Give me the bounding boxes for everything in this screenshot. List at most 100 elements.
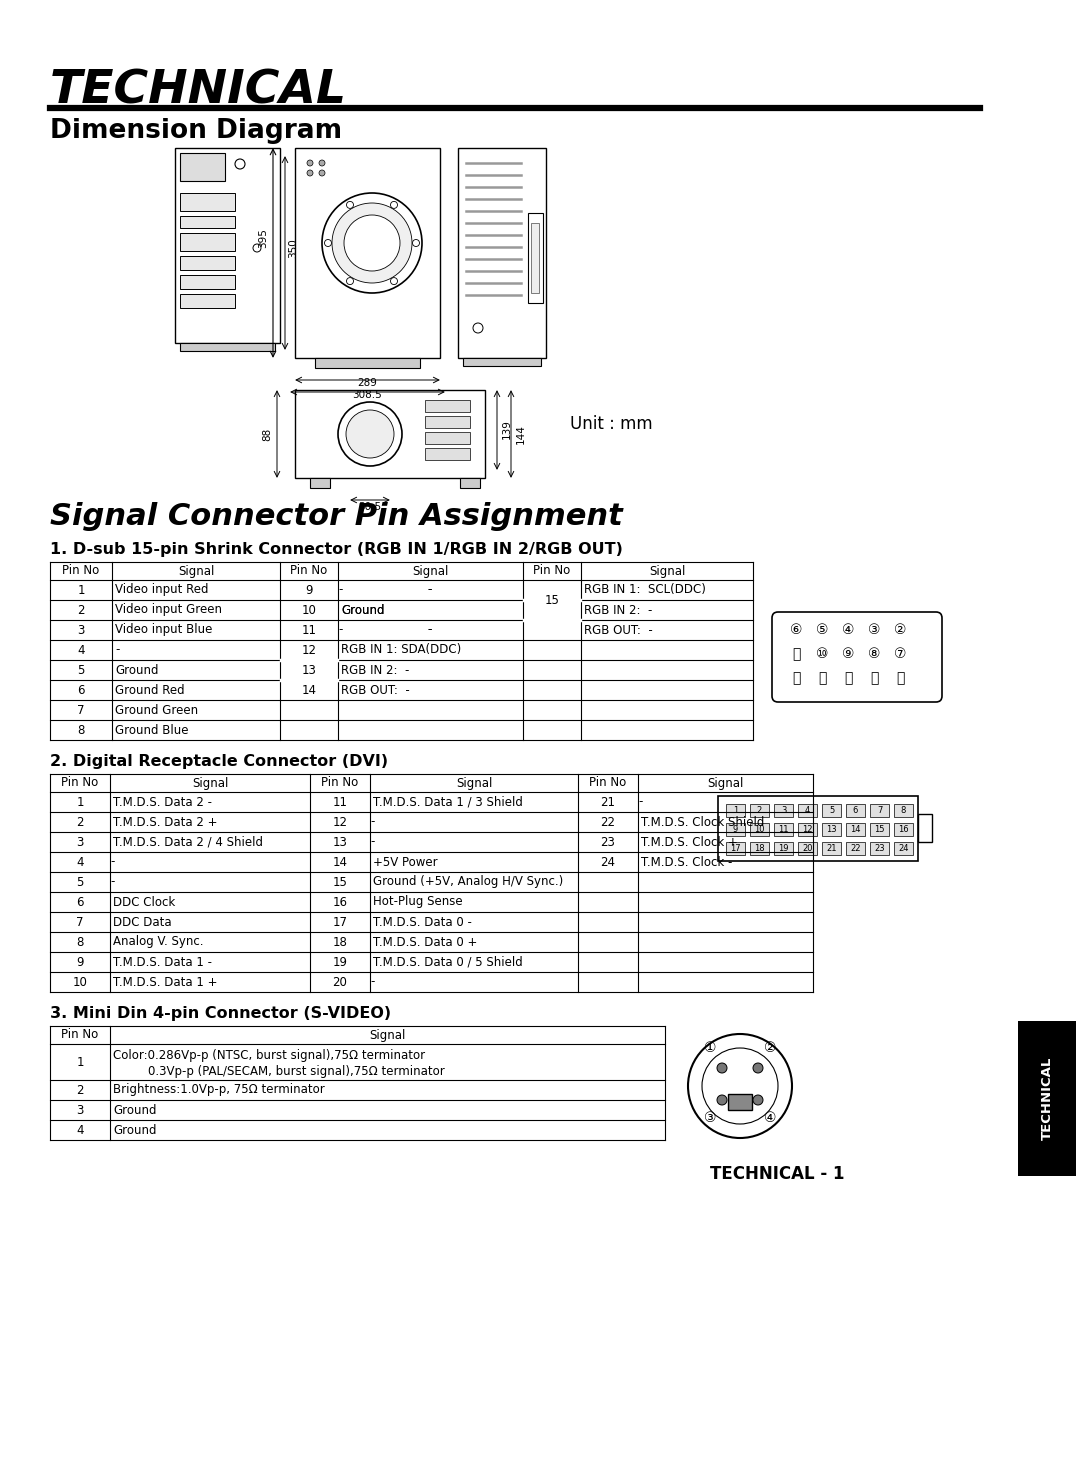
Text: -: - — [114, 644, 120, 656]
Text: 18: 18 — [754, 844, 765, 853]
Text: 350: 350 — [288, 237, 298, 258]
Circle shape — [753, 1063, 762, 1073]
Text: 12: 12 — [333, 816, 348, 828]
Text: Ground Blue: Ground Blue — [114, 724, 189, 736]
Text: Ground (+5V, Analog H/V Sync.): Ground (+5V, Analog H/V Sync.) — [373, 876, 564, 889]
Text: Signal: Signal — [456, 776, 492, 789]
Bar — [426, 448, 470, 460]
Bar — [175, 148, 280, 343]
Text: 3: 3 — [781, 806, 786, 815]
Text: 21: 21 — [826, 844, 837, 853]
Bar — [798, 824, 816, 835]
Text: 4: 4 — [77, 855, 84, 868]
Bar — [310, 478, 330, 488]
Text: Video input Green: Video input Green — [114, 604, 222, 616]
Text: 395: 395 — [258, 229, 268, 248]
Text: 1: 1 — [78, 583, 84, 597]
Text: 13: 13 — [333, 835, 348, 849]
Text: 16: 16 — [899, 825, 908, 834]
Text: ③: ③ — [867, 623, 880, 637]
Bar — [426, 432, 470, 444]
Text: Analog V. Sync.: Analog V. Sync. — [113, 935, 203, 948]
Text: ④: ④ — [841, 623, 854, 637]
Text: T.M.D.S. Data 0 / 5 Shield: T.M.D.S. Data 0 / 5 Shield — [373, 956, 523, 969]
Text: T.M.D.S. Data 2 +: T.M.D.S. Data 2 + — [113, 816, 217, 828]
Text: TECHNICAL: TECHNICAL — [50, 68, 347, 113]
Bar — [894, 824, 913, 835]
Bar — [458, 148, 546, 358]
Text: 15: 15 — [333, 876, 348, 889]
Text: 17: 17 — [333, 916, 348, 929]
Text: T.M.D.S. Clock Shield: T.M.D.S. Clock Shield — [642, 816, 765, 828]
Text: ⑭: ⑭ — [843, 671, 852, 686]
Bar — [750, 824, 769, 835]
Text: Ground Red: Ground Red — [114, 684, 185, 696]
Text: 14: 14 — [333, 855, 348, 868]
Bar — [180, 343, 275, 352]
Bar — [180, 193, 235, 211]
Text: Video input Blue: Video input Blue — [114, 623, 213, 637]
Circle shape — [473, 324, 483, 332]
Text: T.M.D.S. Data 1 / 3 Shield: T.M.D.S. Data 1 / 3 Shield — [373, 795, 523, 809]
Text: Dimension Diagram: Dimension Diagram — [50, 119, 342, 144]
Bar — [894, 804, 913, 818]
Bar — [750, 804, 769, 818]
Text: ⑧: ⑧ — [867, 647, 880, 660]
Circle shape — [717, 1063, 727, 1073]
Text: 11: 11 — [333, 795, 348, 809]
Text: 139: 139 — [502, 418, 512, 439]
Text: 15: 15 — [874, 825, 885, 834]
Text: 7: 7 — [78, 703, 84, 717]
Circle shape — [347, 278, 353, 285]
Text: 20: 20 — [333, 975, 348, 988]
Text: 3: 3 — [77, 1104, 83, 1116]
Bar — [750, 841, 769, 855]
Text: 6: 6 — [78, 684, 84, 696]
Text: 14: 14 — [301, 684, 316, 696]
Bar — [180, 233, 235, 251]
Bar — [295, 148, 440, 358]
Text: 11: 11 — [779, 825, 788, 834]
Text: -: - — [370, 835, 375, 849]
Bar — [726, 841, 745, 855]
Text: RGB IN 1: SDA(DDC): RGB IN 1: SDA(DDC) — [341, 644, 461, 656]
Text: Pin No: Pin No — [62, 1028, 98, 1042]
Bar — [870, 841, 889, 855]
Bar — [774, 804, 793, 818]
Text: 0.3Vp-p (PAL/SECAM, burst signal),75Ω terminator: 0.3Vp-p (PAL/SECAM, burst signal),75Ω te… — [148, 1064, 445, 1077]
Circle shape — [253, 243, 261, 252]
Text: T.M.D.S. Data 2 / 4 Shield: T.M.D.S. Data 2 / 4 Shield — [113, 835, 264, 849]
Text: 10: 10 — [72, 975, 87, 988]
Circle shape — [717, 1095, 727, 1106]
Text: 2. Digital Receptacle Connector (DVI): 2. Digital Receptacle Connector (DVI) — [50, 754, 388, 769]
Bar — [822, 841, 841, 855]
Text: TECHNICAL: TECHNICAL — [1040, 1057, 1053, 1140]
Bar — [798, 841, 816, 855]
Text: +5V Power: +5V Power — [373, 855, 437, 868]
Text: 15: 15 — [544, 594, 559, 607]
Text: 17: 17 — [730, 844, 741, 853]
Text: 289: 289 — [357, 378, 377, 387]
Text: 2: 2 — [77, 816, 84, 828]
Text: 24: 24 — [899, 844, 908, 853]
Text: 20: 20 — [802, 844, 813, 853]
Text: 1: 1 — [77, 1055, 84, 1068]
Bar — [894, 841, 913, 855]
Bar — [1018, 1021, 1076, 1175]
Text: 23: 23 — [874, 844, 885, 853]
Text: -: - — [111, 855, 116, 868]
Text: 4: 4 — [805, 806, 810, 815]
Bar — [774, 841, 793, 855]
Text: 3. Mini Din 4-pin Connector (S-VIDEO): 3. Mini Din 4-pin Connector (S-VIDEO) — [50, 1006, 391, 1021]
Text: DDC Data: DDC Data — [113, 916, 172, 929]
Text: 14: 14 — [850, 825, 861, 834]
Text: Signal: Signal — [411, 564, 448, 577]
Text: 9: 9 — [306, 583, 313, 597]
Text: 12: 12 — [802, 825, 813, 834]
Text: RGB IN 1:  SCL(DDC): RGB IN 1: SCL(DDC) — [584, 583, 706, 597]
Text: ⑨: ⑨ — [841, 647, 854, 660]
Text: 24: 24 — [600, 855, 616, 868]
Bar — [180, 153, 225, 181]
Text: 7: 7 — [877, 806, 882, 815]
Text: ⑥: ⑥ — [789, 623, 802, 637]
